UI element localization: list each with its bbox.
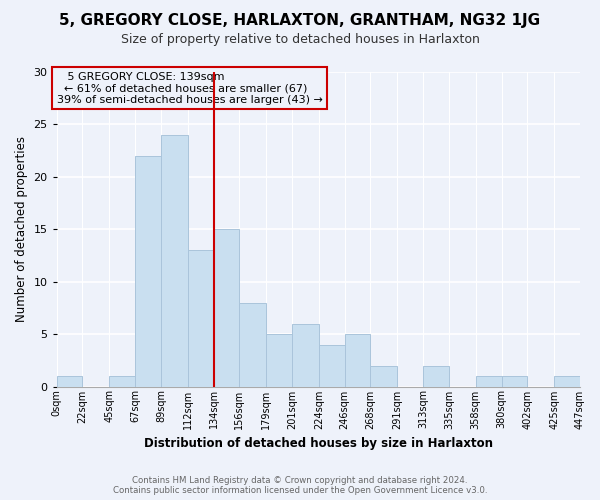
X-axis label: Distribution of detached houses by size in Harlaxton: Distribution of detached houses by size … — [144, 437, 493, 450]
Bar — [344, 334, 370, 386]
Text: Contains HM Land Registry data © Crown copyright and database right 2024.
Contai: Contains HM Land Registry data © Crown c… — [113, 476, 487, 495]
Text: 5 GREGORY CLOSE: 139sqm
  ← 61% of detached houses are smaller (67)
39% of semi-: 5 GREGORY CLOSE: 139sqm ← 61% of detache… — [57, 72, 323, 104]
Bar — [135, 156, 161, 386]
Bar — [423, 366, 449, 386]
Y-axis label: Number of detached properties: Number of detached properties — [15, 136, 28, 322]
Bar — [161, 134, 188, 386]
Bar — [370, 366, 397, 386]
Bar — [57, 376, 82, 386]
Bar — [319, 344, 344, 387]
Bar — [214, 229, 239, 386]
Bar — [554, 376, 580, 386]
Bar — [188, 250, 214, 386]
Bar — [502, 376, 527, 386]
Bar — [239, 302, 266, 386]
Bar — [266, 334, 292, 386]
Bar — [476, 376, 502, 386]
Bar — [292, 324, 319, 386]
Text: 5, GREGORY CLOSE, HARLAXTON, GRANTHAM, NG32 1JG: 5, GREGORY CLOSE, HARLAXTON, GRANTHAM, N… — [59, 12, 541, 28]
Bar — [109, 376, 135, 386]
Text: Size of property relative to detached houses in Harlaxton: Size of property relative to detached ho… — [121, 32, 479, 46]
